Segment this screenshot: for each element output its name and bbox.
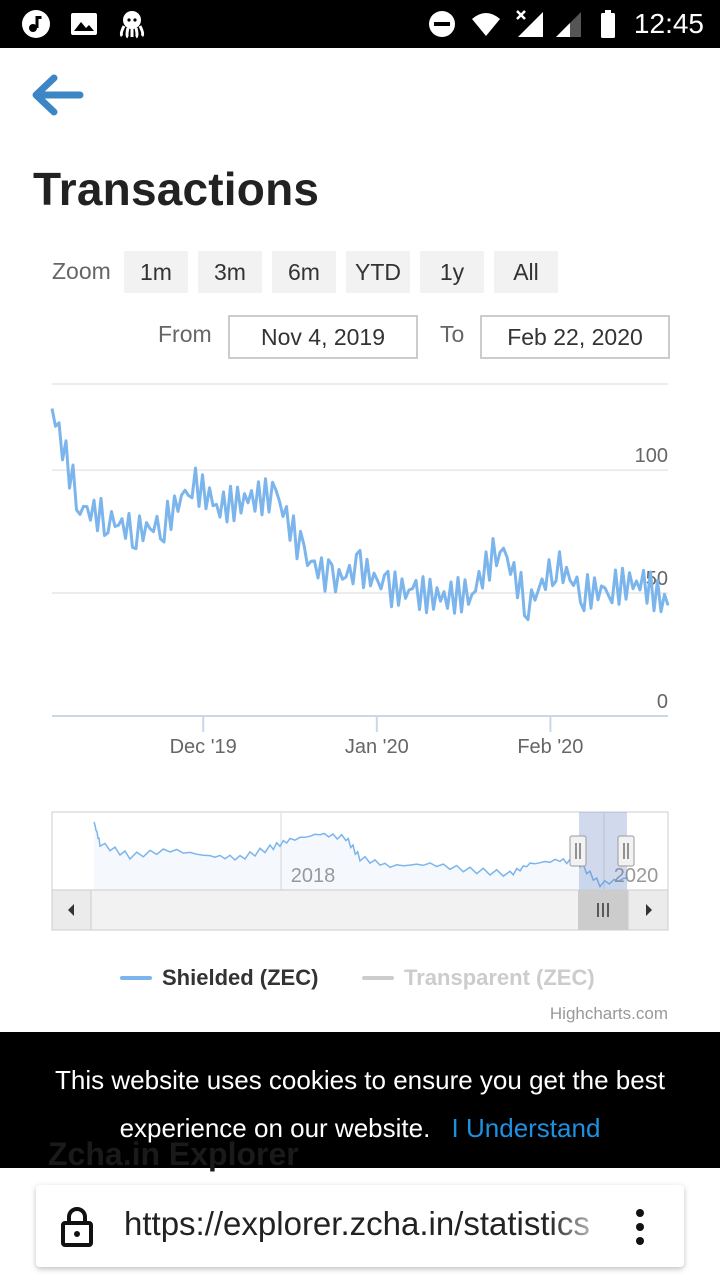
to-date-input[interactable]: Feb 22, 2020 xyxy=(480,315,670,359)
legend-swatch-transparent xyxy=(362,976,394,980)
zoom-3m-button[interactable]: 3m xyxy=(198,251,262,293)
legend-swatch-shielded xyxy=(120,976,152,980)
url-fade xyxy=(548,1195,612,1255)
scroll-left-arrow-icon xyxy=(68,904,74,916)
legend-label-shielded: Shielded (ZEC) xyxy=(162,965,319,990)
navigator-area xyxy=(94,822,628,890)
zoom-label: Zoom xyxy=(52,258,111,284)
music-note-icon xyxy=(22,10,50,38)
do-not-disturb-icon xyxy=(429,11,455,37)
navigator-handle xyxy=(569,835,587,867)
navigator-series xyxy=(93,821,629,888)
x-tick-label: Jan '20 xyxy=(345,736,409,758)
image-icon xyxy=(71,13,97,35)
legend-item-transparent[interactable]: Transparent (ZEC) xyxy=(362,962,595,994)
navigator-handle xyxy=(617,835,635,867)
legend-item-shielded[interactable]: Shielded (ZEC) xyxy=(120,962,318,994)
navigator-label: 2020 xyxy=(614,865,659,887)
more-vert-icon[interactable] xyxy=(628,1207,652,1247)
from-label: From xyxy=(158,321,212,347)
cookie-message: This website uses cookies to ensure you … xyxy=(0,1032,720,1152)
signal-x-icon xyxy=(516,10,543,37)
highcharts-credits-link[interactable]: Highcharts.com xyxy=(549,1004,668,1023)
scrollbar-track xyxy=(51,889,669,931)
wifi-icon xyxy=(472,13,500,36)
scroll-right-arrow-icon xyxy=(646,904,652,916)
series-line-shielded xyxy=(50,408,670,622)
legend-label-transparent: Transparent (ZEC) xyxy=(404,965,595,990)
x-tick-label: Dec '19 xyxy=(170,736,237,758)
page-footer-heading: Zcha.in Explorer xyxy=(48,1136,299,1172)
y-tick-label: 100 xyxy=(635,445,668,467)
cookie-banner: This website uses cookies to ensure you … xyxy=(0,1032,720,1168)
clock: 12:45 xyxy=(633,8,704,39)
browser-url-bar[interactable]: https://explorer.zcha.in/statistics xyxy=(36,1185,684,1267)
zoom-ytd-button[interactable]: YTD xyxy=(346,251,410,293)
status-bar: 12:45 xyxy=(0,0,720,48)
url-text[interactable]: https://explorer.zcha.in/statistics xyxy=(124,1205,590,1242)
octopus-icon xyxy=(119,11,145,39)
lock-icon xyxy=(61,1207,93,1247)
battery-icon xyxy=(601,10,615,38)
navigator-label: 2018 xyxy=(291,865,336,887)
signal-icon xyxy=(556,12,581,37)
arrow-left-icon[interactable] xyxy=(28,70,86,120)
from-date-input[interactable]: Nov 4, 2019 xyxy=(228,315,418,359)
cookie-accept-link[interactable]: I Understand xyxy=(451,1113,601,1143)
x-tick-label: Feb '20 xyxy=(517,736,583,758)
to-label: To xyxy=(440,321,465,347)
zoom-1m-button[interactable]: 1m xyxy=(124,251,188,293)
zoom-all-button[interactable]: All xyxy=(494,251,558,293)
zoom-1y-button[interactable]: 1y xyxy=(420,251,484,293)
zoom-6m-button[interactable]: 6m xyxy=(272,251,336,293)
page-title: Transactions xyxy=(33,163,320,215)
y-tick-label: 0 xyxy=(657,691,668,713)
cookie-text: This website uses cookies to ensure you … xyxy=(55,1065,665,1143)
